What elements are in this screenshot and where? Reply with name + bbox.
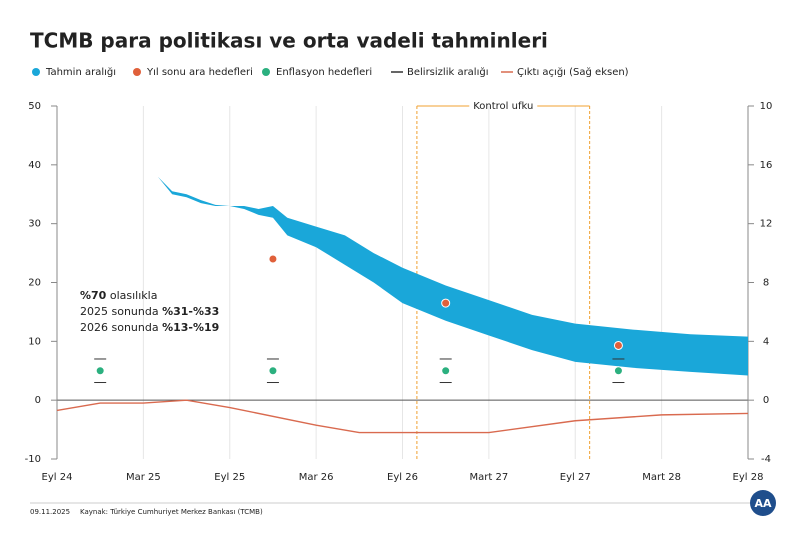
chart-title: TCMB para politikası ve orta vadeli tahm… bbox=[30, 29, 548, 53]
x-tick-label: Eyl 24 bbox=[42, 472, 73, 483]
footer-source: Kaynak: Türkiye Cumhuriyet Merkez Bankas… bbox=[80, 508, 263, 516]
legend-label: Enflasyon hedefleri bbox=[276, 67, 372, 78]
y2-tick-label: 0 bbox=[763, 395, 769, 406]
y2-tick-label: -4 bbox=[761, 454, 771, 465]
y2-tick-label: 4 bbox=[763, 336, 769, 347]
legend-swatch bbox=[32, 68, 40, 76]
y2-tick-label: 16 bbox=[760, 160, 773, 171]
x-tick-label: Mart 27 bbox=[470, 472, 509, 483]
note-part: 2025 sonunda bbox=[80, 305, 162, 318]
note-part: %31-%33 bbox=[162, 305, 219, 318]
logo: AA bbox=[754, 497, 772, 510]
x-tick-label: Eyl 25 bbox=[214, 472, 245, 483]
x-tick-label: Eyl 26 bbox=[387, 472, 418, 483]
y2-tick-label: 8 bbox=[763, 278, 769, 289]
legend-swatch bbox=[133, 68, 141, 76]
y2-tick-label: 10 bbox=[760, 101, 773, 112]
legend-label: Çıktı açığı (Sağ eksen) bbox=[517, 66, 629, 78]
point bbox=[441, 366, 451, 376]
x-tick-label: Eyl 27 bbox=[560, 472, 591, 483]
legend-swatch bbox=[262, 68, 270, 76]
note-part: %13-%19 bbox=[162, 321, 219, 334]
point bbox=[268, 366, 278, 376]
line bbox=[56, 399, 749, 434]
y-tick-label: 50 bbox=[28, 101, 41, 112]
x-tick-label: Mart 28 bbox=[642, 472, 681, 483]
legend-label: Belirsizlik aralığı bbox=[407, 66, 489, 78]
y-tick-label: 0 bbox=[35, 395, 41, 406]
note: %70 olasılıkla bbox=[80, 289, 157, 302]
note: 2025 sonunda %31-%33 bbox=[80, 305, 219, 318]
legend-label: Yıl sonu ara hedefleri bbox=[146, 67, 253, 78]
y-tick-label: 30 bbox=[28, 219, 41, 230]
note-part: olasılıkla bbox=[106, 289, 157, 302]
point bbox=[95, 366, 105, 376]
forecast-band bbox=[57, 106, 748, 376]
x-tick-label: Mar 25 bbox=[126, 472, 161, 483]
point bbox=[441, 298, 451, 308]
y-tick-label: 40 bbox=[28, 160, 41, 171]
y-tick-label: 20 bbox=[28, 278, 41, 289]
x-tick-label: Mar 26 bbox=[299, 472, 334, 483]
legend-label: Tahmin aralığı bbox=[45, 66, 116, 78]
note-part: 2026 sonunda bbox=[80, 321, 162, 334]
note: 2026 sonunda %13-%19 bbox=[80, 321, 219, 334]
y-tick-label: -10 bbox=[25, 454, 41, 465]
point bbox=[613, 340, 623, 350]
x-tick-label: Eyl 28 bbox=[733, 472, 764, 483]
y-tick-label: 10 bbox=[28, 336, 41, 347]
point bbox=[613, 366, 623, 376]
logo-badge bbox=[750, 490, 776, 516]
control-horizon-label: Kontrol ufku bbox=[473, 101, 533, 112]
note-part: %70 bbox=[80, 289, 107, 302]
y2-tick-label: 12 bbox=[760, 219, 773, 230]
point bbox=[268, 254, 278, 264]
footer-date: 09.11.2025 bbox=[30, 508, 70, 516]
